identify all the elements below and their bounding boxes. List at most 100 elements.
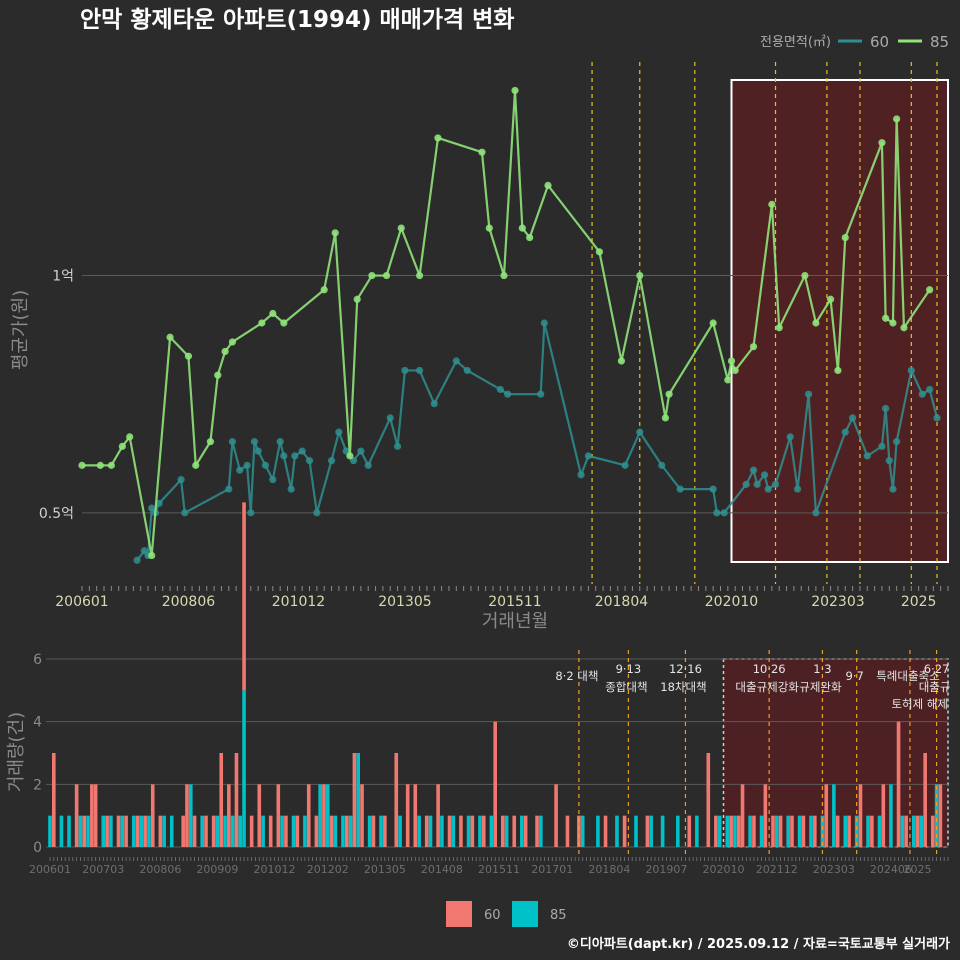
bar-60 (481, 815, 486, 847)
bar-60 (82, 815, 87, 847)
policy-text-label: 18차대책 (660, 680, 706, 694)
series-85-point (526, 233, 534, 242)
x-tick-label: 201012 (254, 863, 296, 876)
series-60-point (305, 457, 314, 465)
bar-85 (318, 784, 322, 847)
series-85-point (269, 309, 277, 318)
bar-85 (809, 815, 813, 847)
bar-85 (877, 815, 882, 847)
bar-85 (120, 815, 125, 847)
series-60-point (889, 485, 897, 493)
x-tick-label: 202010 (705, 594, 758, 610)
y-tick-label: 0.5억 (39, 506, 74, 522)
series-85-point (893, 115, 901, 123)
series-85-point (511, 86, 519, 95)
series-60-point (177, 476, 185, 484)
series-85-point (926, 286, 934, 294)
bar-60 (904, 815, 908, 847)
series-60-point (713, 509, 721, 517)
bar-60 (447, 815, 452, 847)
legend-label-85: 85 (930, 33, 949, 51)
bar-60 (752, 815, 756, 847)
series-60-point (760, 471, 769, 479)
series-85-point (878, 139, 886, 147)
bar-85 (78, 815, 83, 847)
bar-60 (824, 784, 829, 847)
top-y-axis-label: 평균가(원) (10, 290, 31, 370)
x-tick-label: 202112 (756, 863, 798, 876)
bar-60 (284, 815, 288, 847)
bar-60 (729, 815, 733, 847)
series-60-point (584, 452, 592, 460)
bar-60 (436, 784, 440, 847)
x-tick-label: 201202 (307, 863, 349, 876)
series-85-point (107, 461, 115, 469)
series-85-point (826, 295, 835, 303)
series-85-point (353, 295, 361, 303)
bar-60 (577, 815, 581, 847)
series-60-point (287, 485, 295, 493)
x-tick-label: 200703 (82, 863, 124, 876)
bar-60 (192, 815, 197, 847)
series-85-point (889, 319, 897, 327)
series-60-path (136, 321, 939, 561)
series-60-point (298, 447, 306, 455)
y-tick-label: 0 (33, 840, 42, 856)
policy-text-label: 대출규 (919, 680, 951, 694)
bar-85 (169, 815, 174, 847)
policy-annotations: 8·2 대책 9·13 종합대책 12·16 18차대책 10·26 대출규제강화 1·3 규제… (555, 662, 950, 711)
bar-60 (930, 815, 935, 847)
series-60-point (848, 414, 857, 422)
series-60-point (863, 452, 871, 460)
bar-85 (580, 815, 585, 847)
series-85-point (346, 452, 354, 460)
series-60-point (261, 461, 270, 469)
series-60-point (181, 509, 189, 517)
series-85-point (434, 134, 442, 142)
series-60-point (228, 438, 237, 446)
series-60-point (393, 442, 402, 450)
policy-text-label: 대출규제강화 (735, 680, 799, 694)
series-60-point (753, 480, 761, 488)
series-85-point (148, 551, 156, 560)
bar-60 (314, 815, 319, 847)
bar-60 (383, 815, 387, 847)
bar-85 (466, 815, 471, 847)
series-60-point (496, 385, 504, 394)
series-60-point (720, 509, 728, 517)
bar-60 (74, 784, 79, 847)
bar-85 (797, 815, 802, 847)
bar-60 (135, 815, 140, 847)
bar-85 (417, 815, 421, 847)
bar-60 (90, 784, 94, 847)
bar-60 (143, 815, 147, 847)
series-60-point (247, 509, 255, 517)
policy-date-label: 12·16 (669, 662, 702, 676)
bar-85 (900, 815, 905, 847)
bar-85 (489, 815, 494, 847)
series-60-point (327, 457, 336, 465)
series-60-point (804, 390, 813, 398)
bar-85 (230, 815, 235, 847)
series-60-point (280, 452, 288, 460)
bar-60 (242, 502, 246, 691)
series-85-point (841, 233, 849, 242)
bar-85 (660, 815, 665, 847)
bar-85 (520, 815, 524, 847)
bar-85 (717, 815, 722, 847)
bar-60 (565, 815, 570, 847)
policy-date-label: 1·3 (813, 662, 831, 676)
y-tick-label: 4 (33, 715, 42, 731)
series-85-point (749, 343, 758, 351)
bar-85 (440, 815, 444, 847)
series-85-point (709, 319, 717, 327)
series-85-point (320, 286, 328, 294)
bar-60 (306, 784, 311, 847)
series-60-point (463, 366, 471, 375)
x-tick-label: 202303 (811, 594, 864, 610)
bar-85 (676, 815, 680, 847)
bar-60 (459, 815, 463, 847)
series-85-point (184, 352, 193, 360)
series-60-point (926, 385, 934, 394)
series-85-point (617, 357, 626, 365)
